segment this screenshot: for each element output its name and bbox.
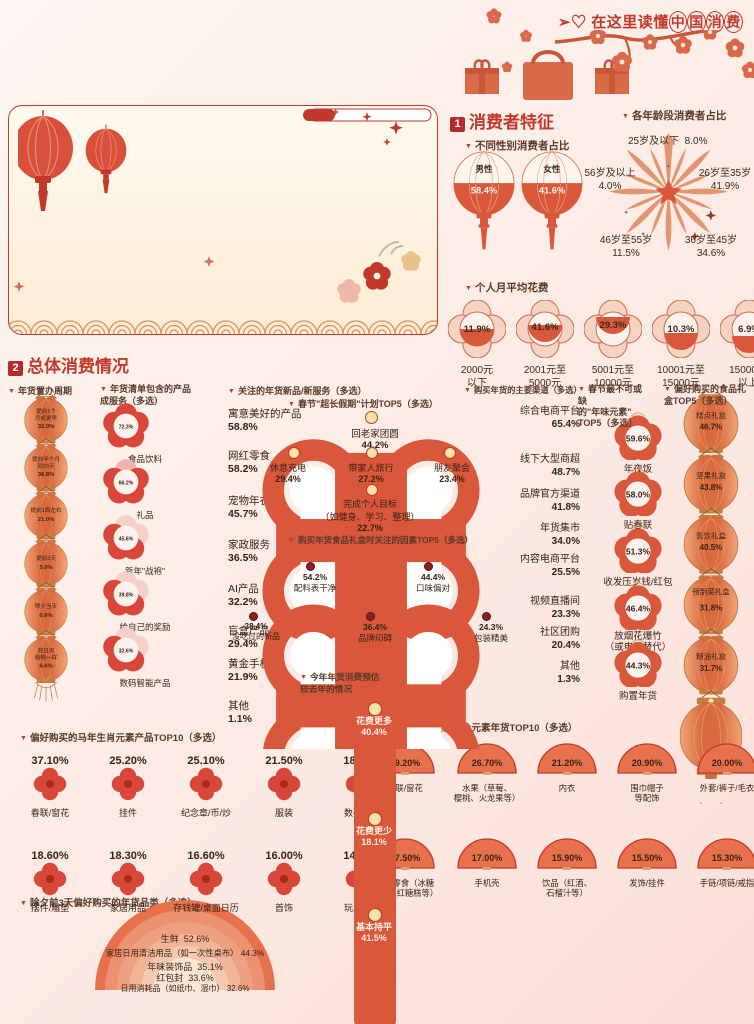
svg-text:46.7%: 46.7% xyxy=(700,423,723,432)
svg-text:15.90%: 15.90% xyxy=(552,853,583,863)
svg-text:20.90%: 20.90% xyxy=(632,758,663,768)
svg-text:31.7%: 31.7% xyxy=(700,664,723,673)
svg-text:红包封 33.6%: 红包封 33.6% xyxy=(156,972,214,983)
svg-text:39.8%: 39.8% xyxy=(119,593,134,599)
svg-text:66.2%: 66.2% xyxy=(119,481,134,487)
svg-text:生鲜 52.6%: 生鲜 52.6% xyxy=(161,933,210,944)
svg-text:0.6%: 0.6% xyxy=(39,613,53,619)
svg-text:10.3%: 10.3% xyxy=(668,324,695,335)
svg-text:41.6%: 41.6% xyxy=(539,185,566,195)
svg-text:26.70%: 26.70% xyxy=(472,758,503,768)
svg-text:3.0%: 3.0% xyxy=(39,565,53,571)
svg-text:72.3%: 72.3% xyxy=(119,425,134,431)
svg-text:45.6%: 45.6% xyxy=(119,537,134,543)
svg-text:40.5%: 40.5% xyxy=(700,543,723,552)
svg-text:15.50%: 15.50% xyxy=(632,853,663,863)
svg-text:粮油礼盒: 粮油礼盒 xyxy=(696,651,727,661)
svg-text:坚果礼盒: 坚果礼盒 xyxy=(696,470,727,480)
svg-text:11.9%: 11.9% xyxy=(464,324,491,335)
svg-text:41.6%: 41.6% xyxy=(532,322,559,333)
svg-text:年味装饰品 35.1%: 年味装饰品 35.1% xyxy=(147,961,223,972)
svg-text:家居日用清洁用品（如一次性桌布） 44.3%: 家居日用清洁用品（如一次性桌布） 44.3% xyxy=(106,948,265,958)
svg-text:58.4%: 58.4% xyxy=(471,185,498,195)
svg-text:预制菜礼盒: 预制菜礼盒 xyxy=(692,587,730,597)
svg-text:6.6%: 6.6% xyxy=(39,664,53,670)
svg-text:6.9%: 6.9% xyxy=(738,324,754,335)
svg-text:到20天: 到20天 xyxy=(37,463,55,470)
svg-text:51.3%: 51.3% xyxy=(626,546,651,556)
svg-text:男性: 男性 xyxy=(475,163,493,174)
svg-text:15.30%: 15.30% xyxy=(712,853,743,863)
svg-text:29.3%: 29.3% xyxy=(600,320,627,331)
svg-text:女性: 女性 xyxy=(543,163,561,174)
svg-text:32.6%: 32.6% xyxy=(119,649,134,655)
svg-text:乳饮礼盒: 乳饮礼盒 xyxy=(696,531,727,541)
svg-text:46.4%: 46.4% xyxy=(626,603,651,613)
svg-text:日用消耗品（如纸巾、湿巾） 32.6%: 日用消耗品（如纸巾、湿巾） 32.6% xyxy=(121,983,250,993)
svg-text:31.8%: 31.8% xyxy=(700,604,723,613)
svg-text:32.0%: 32.0% xyxy=(38,424,55,430)
svg-text:43.8%: 43.8% xyxy=(700,483,723,492)
svg-text:17.00%: 17.00% xyxy=(472,853,503,863)
svg-text:44.3%: 44.3% xyxy=(626,660,651,670)
svg-text:36.8%: 36.8% xyxy=(38,472,55,478)
svg-text:21.0%: 21.0% xyxy=(38,517,55,523)
svg-text:21.20%: 21.20% xyxy=(552,758,583,768)
svg-text:糕点礼盒: 糕点礼盒 xyxy=(696,410,727,420)
svg-text:58.0%: 58.0% xyxy=(626,489,651,499)
svg-text:59.6%: 59.6% xyxy=(626,433,651,443)
svg-text:20.00%: 20.00% xyxy=(712,758,743,768)
